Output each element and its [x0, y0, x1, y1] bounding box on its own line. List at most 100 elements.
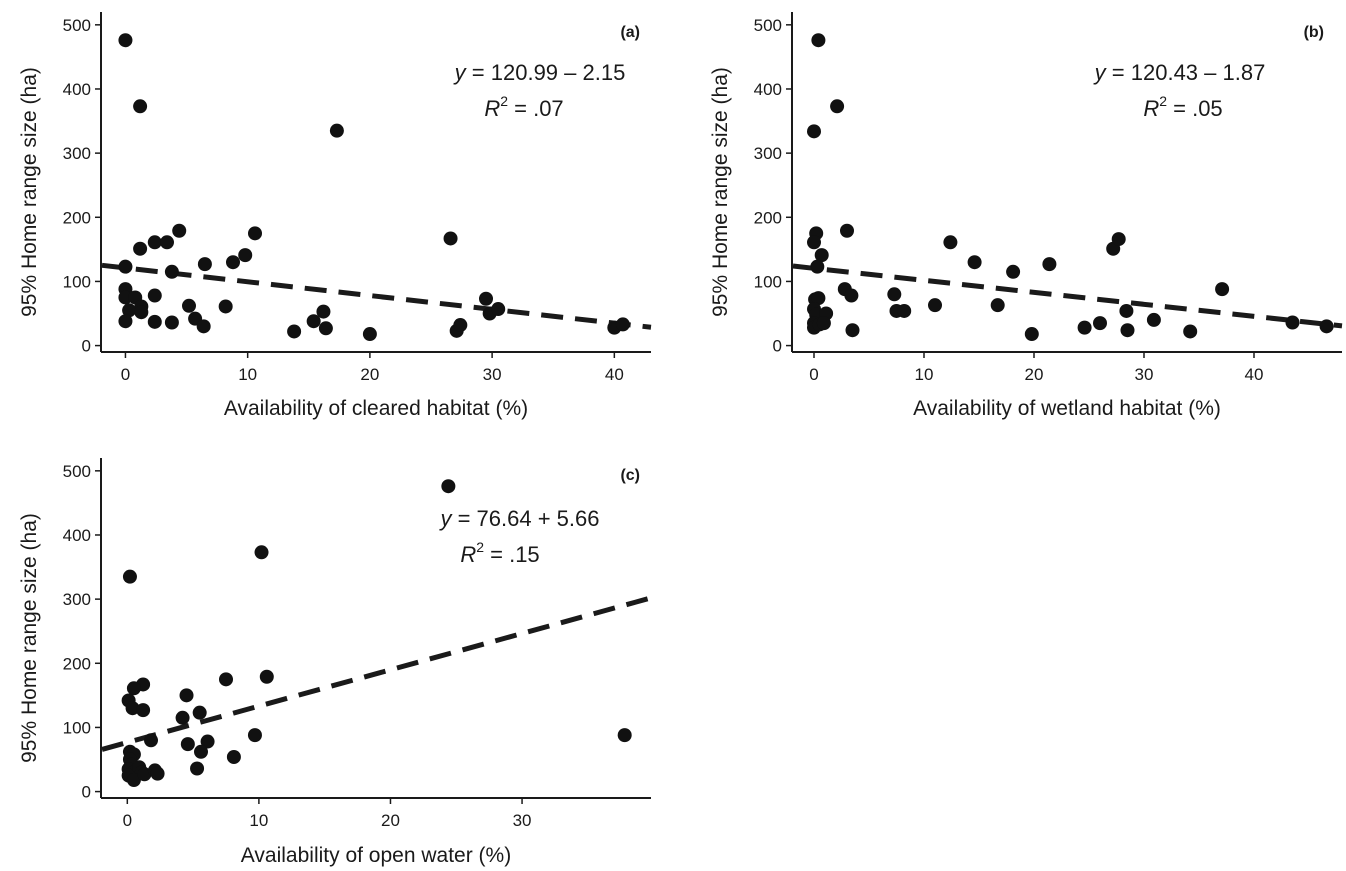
r-squared: R2 = .07: [484, 93, 563, 121]
data-point: [830, 99, 845, 114]
data-point: [125, 701, 140, 716]
data-point: [182, 298, 196, 313]
x-axis-title: Availability of wetland habitat (%): [913, 397, 1221, 420]
data-point: [329, 123, 344, 138]
data-point: [617, 728, 632, 743]
data-point: [897, 303, 912, 318]
data-point: [180, 737, 195, 752]
data-point: [807, 235, 821, 250]
data-point: [219, 672, 233, 687]
equation-lhs: y: [453, 60, 468, 85]
data-point: [147, 314, 162, 329]
data-point: [1024, 327, 1039, 342]
data-point: [1146, 312, 1161, 327]
data-point: [967, 255, 982, 270]
x-tick-label: 30: [513, 811, 532, 830]
equation-rhs: = 76.64 + 5.66: [451, 506, 599, 531]
data-point: [238, 248, 253, 263]
data-point: [118, 290, 133, 305]
data-point: [254, 545, 269, 560]
panel-label: (a): [620, 24, 640, 41]
x-tick-label: 0: [121, 365, 130, 384]
data-point: [306, 314, 321, 329]
data-point: [928, 298, 942, 313]
data-point: [814, 248, 829, 263]
r-squared-exponent: 2: [1159, 93, 1167, 109]
data-point: [147, 288, 162, 303]
data-point: [362, 327, 377, 342]
x-tick-label: 10: [238, 365, 257, 384]
data-point: [1006, 264, 1021, 279]
equation-lhs: y: [1093, 60, 1108, 85]
x-tick-label: 30: [1135, 365, 1154, 384]
panel-label: (b): [1304, 24, 1324, 41]
y-tick-label: 500: [63, 16, 91, 35]
data-point: [118, 259, 133, 274]
data-point: [943, 235, 958, 250]
y-tick-label: 0: [82, 783, 91, 802]
trendline: [101, 262, 652, 330]
data-point: [615, 317, 630, 332]
x-tick-label: 40: [605, 365, 624, 384]
data-point: [122, 569, 137, 584]
r-squared-symbol: R: [484, 96, 500, 121]
data-point: [491, 302, 506, 317]
data-point: [179, 688, 194, 703]
data-point: [126, 773, 141, 788]
data-point: [190, 761, 205, 776]
x-tick-label: 10: [249, 811, 268, 830]
trendline: [101, 595, 652, 752]
y-tick-label: 200: [63, 208, 91, 227]
data-point: [164, 315, 179, 330]
data-point: [816, 316, 831, 331]
r-squared-symbol: R: [460, 542, 476, 567]
data-point: [1042, 257, 1057, 272]
trendline: [792, 263, 1343, 329]
panel-label: (c): [620, 467, 640, 484]
data-point: [1319, 319, 1334, 334]
regression-equation: y = 120.99 – 2.15: [453, 60, 626, 85]
r-squared-value: = .07: [508, 96, 564, 121]
data-point: [453, 318, 468, 333]
r-squared-symbol: R: [1143, 96, 1159, 121]
y-tick-label: 400: [63, 526, 91, 545]
x-tick-label: 0: [809, 365, 818, 384]
data-point: [133, 99, 148, 114]
data-point: [1285, 315, 1300, 330]
y-tick-label: 200: [754, 208, 782, 227]
data-point: [226, 255, 240, 270]
y-axis-title: 95% Home range size (ha): [18, 513, 41, 763]
x-tick-label: 20: [1025, 365, 1044, 384]
data-point: [160, 235, 174, 250]
data-point: [194, 744, 208, 759]
data-point: [811, 291, 826, 306]
data-point: [840, 223, 854, 238]
x-tick-label: 30: [483, 365, 502, 384]
panel-b: 0 100 200 300 400 500 0 10 20 30 40 Availability of…: [709, 12, 1343, 420]
y-tick-label: 100: [754, 272, 782, 291]
y-axis-title: 95% Home range size (ha): [709, 67, 732, 317]
x-tick-label: 20: [381, 811, 400, 830]
data-point: [134, 305, 149, 320]
data-point: [990, 298, 1005, 313]
r-squared-value: = .05: [1167, 96, 1223, 121]
data-point: [1119, 303, 1134, 318]
data-point: [844, 288, 859, 303]
equation-rhs: = 120.99 – 2.15: [466, 60, 626, 85]
r-squared: R2 = .05: [1143, 93, 1222, 121]
data-point: [479, 291, 493, 306]
data-point: [810, 259, 825, 274]
data-point: [122, 303, 137, 318]
x-tick-label: 40: [1245, 365, 1264, 384]
data-point: [1093, 316, 1107, 331]
y-tick-label: 400: [63, 80, 91, 99]
data-point: [118, 314, 133, 329]
regression-equation: y = 120.43 – 1.87: [1093, 60, 1266, 85]
data-point: [1120, 323, 1135, 338]
x-tick-label: 10: [915, 365, 934, 384]
data-point: [218, 299, 233, 314]
data-point: [441, 479, 456, 494]
data-point: [887, 287, 902, 302]
